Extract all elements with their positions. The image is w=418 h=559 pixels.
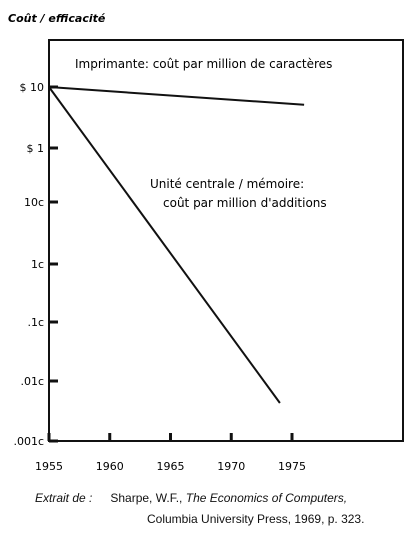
cpu-annotation-line1: Unité centrale / mémoire: (150, 177, 304, 191)
y-tick-label: 10c (24, 196, 44, 209)
x-tick-label: 1965 (157, 460, 185, 473)
x-tick-label: 1975 (278, 460, 306, 473)
y-tick-label: $ 10 (20, 81, 45, 94)
series-lines (48, 86, 305, 404)
cpu-series-line (48, 86, 281, 404)
caption-lead: Extrait de : (35, 491, 93, 505)
x-tick-label: 1970 (217, 460, 245, 473)
x-tick-label: 1955 (35, 460, 63, 473)
caption-author: Sharpe, W.F., (110, 491, 186, 505)
y-axis-label: Coût / efficacité (8, 12, 106, 25)
y-tick-label: .01c (20, 375, 44, 388)
caption-book-title: The Economics of Computers, (185, 491, 348, 505)
y-tick-label: .001c (13, 435, 44, 448)
y-axis-ticks: $ 10 $ 1 10c 1c .1c .01c .001c (13, 81, 58, 448)
chart-figure: Coût / efficacité Imprimante: coût par m… (8, 12, 404, 473)
y-tick-label: 1c (31, 258, 44, 271)
x-axis-ticks: 1955 1960 1965 1970 1975 (35, 433, 306, 473)
caption-publisher: Columbia University Press, 1969, p. 323. (147, 512, 365, 526)
cpu-annotation-line2: coût par million d'additions (163, 196, 327, 210)
y-tick-label: $ 1 (27, 142, 45, 155)
source-caption: Extrait de : Sharpe, W.F., The Economics … (35, 491, 347, 505)
y-tick-label: .1c (27, 316, 44, 329)
printer-annotation: Imprimante: coût par million de caractèr… (75, 57, 332, 71)
printer-series-line (48, 86, 305, 106)
plot-frame (48, 39, 404, 442)
x-tick-label: 1960 (96, 460, 124, 473)
